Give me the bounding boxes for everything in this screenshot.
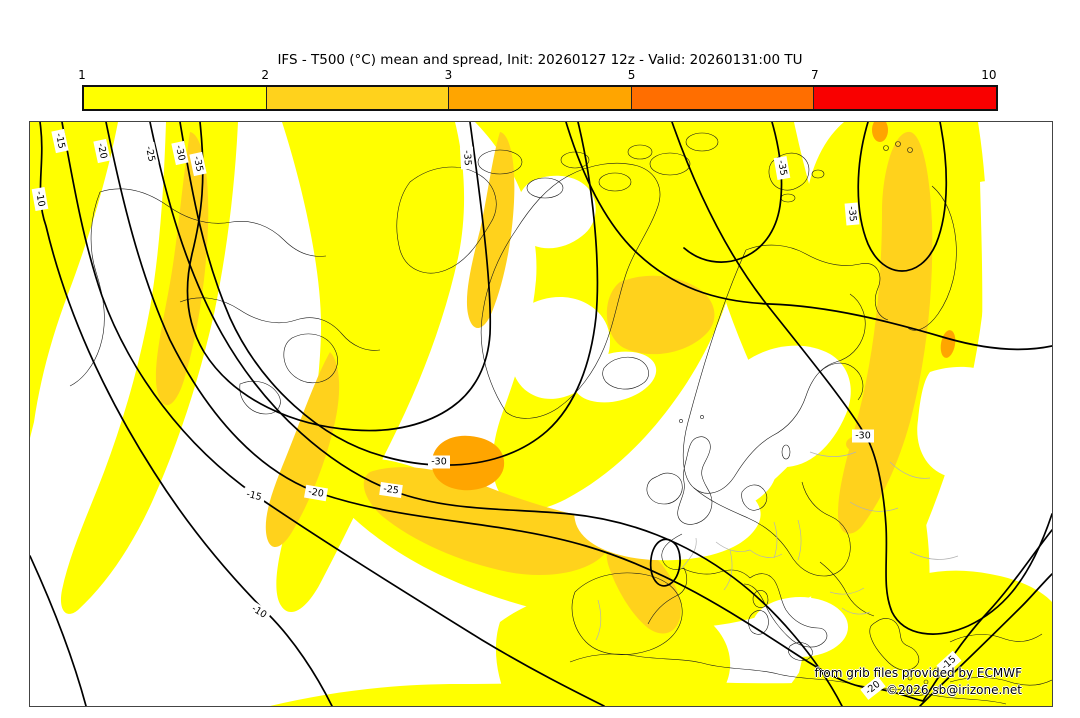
contour-label: -30	[431, 457, 447, 468]
attribution-copyright: ©2026 sb@irizone.net	[886, 683, 1022, 697]
contour-label: -15	[245, 489, 263, 503]
colorbar-tick: 3	[444, 68, 453, 82]
colorbar-tick: 10	[981, 68, 997, 82]
contour-label: -30	[855, 431, 871, 442]
colorbar-tick: 7	[810, 68, 819, 82]
contour-label: -15	[53, 132, 67, 149]
weather-map: -15 -20 -25 -30 -35 -10 -35 -35 -35 -30 …	[29, 118, 1053, 707]
colorbar-tick: 5	[627, 68, 636, 82]
colorbar-segment-2-3	[266, 87, 450, 109]
colorbar-segment-5-7	[631, 87, 815, 109]
contour-label: -30	[173, 144, 187, 161]
contour-minus30-east	[671, 121, 1053, 635]
contour-label: -35	[775, 159, 789, 176]
chart-title: IFS - T500 (°C) mean and spread, Init: 2…	[277, 52, 803, 68]
country-borders	[595, 451, 959, 641]
colorbar-segment-3-5	[449, 87, 632, 109]
colorbar-tick: 1	[78, 68, 86, 82]
spread-colorbar	[82, 85, 998, 111]
colorbar-ticks: 1 2 3 5 7 10	[78, 68, 998, 82]
contour-label: -35	[846, 206, 858, 222]
contour-minus15-se	[919, 573, 1053, 707]
colorbar-tick: 2	[261, 68, 270, 82]
colorbar-segment-7-10	[814, 87, 996, 109]
contour-label: -25	[383, 483, 400, 496]
spread-white-holes	[509, 175, 1034, 657]
contour-minus25	[149, 121, 843, 707]
contour-label: -25	[143, 145, 157, 162]
contour-corner	[29, 555, 87, 707]
contour-minus35-west	[186, 121, 492, 432]
contour-label: -35	[191, 155, 205, 172]
contour-label: -20	[95, 142, 109, 159]
contour-minus35-east	[565, 121, 1053, 351]
contour-minus35-barents	[857, 121, 948, 272]
contour-label: -35	[461, 150, 473, 166]
contour-minus25-oval	[649, 538, 681, 587]
contour-label: -10	[33, 190, 47, 207]
attribution-source: from grib files provided by ECMWF	[814, 666, 1022, 680]
contour-label: -20	[307, 486, 324, 500]
spread-fill-3-5	[431, 118, 956, 491]
colorbar-segment-1-2	[84, 87, 267, 109]
map-canvas: -15 -20 -25 -30 -35 -10 -35 -35 -35 -30 …	[29, 118, 1053, 707]
